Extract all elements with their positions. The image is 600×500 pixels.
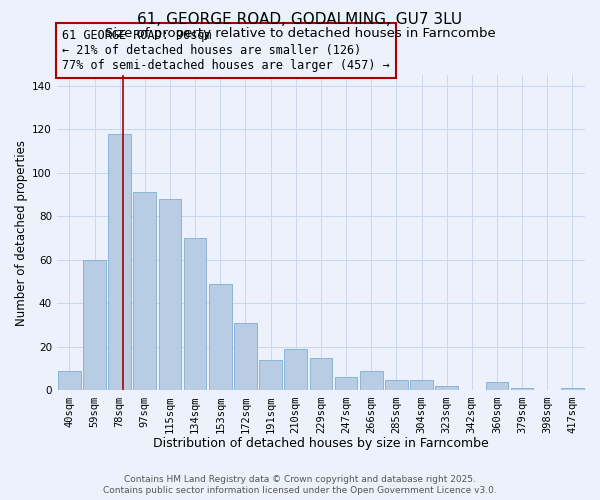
X-axis label: Distribution of detached houses by size in Farncombe: Distribution of detached houses by size …: [153, 437, 489, 450]
Bar: [561, 388, 584, 390]
Bar: [310, 358, 332, 390]
Text: 61, GEORGE ROAD, GODALMING, GU7 3LU: 61, GEORGE ROAD, GODALMING, GU7 3LU: [137, 12, 463, 28]
Bar: [133, 192, 156, 390]
Bar: [284, 349, 307, 391]
Bar: [209, 284, 232, 391]
Bar: [58, 371, 80, 390]
Bar: [109, 134, 131, 390]
Bar: [511, 388, 533, 390]
Text: Contains public sector information licensed under the Open Government Licence v3: Contains public sector information licen…: [103, 486, 497, 495]
Bar: [158, 199, 181, 390]
Bar: [234, 323, 257, 390]
Bar: [184, 238, 206, 390]
Bar: [485, 382, 508, 390]
Bar: [335, 378, 358, 390]
Bar: [410, 380, 433, 390]
Bar: [83, 260, 106, 390]
Bar: [259, 360, 282, 390]
Text: Size of property relative to detached houses in Farncombe: Size of property relative to detached ho…: [104, 28, 496, 40]
Bar: [385, 380, 407, 390]
Y-axis label: Number of detached properties: Number of detached properties: [15, 140, 28, 326]
Text: 61 GEORGE ROAD: 90sqm
← 21% of detached houses are smaller (126)
77% of semi-det: 61 GEORGE ROAD: 90sqm ← 21% of detached …: [62, 29, 390, 72]
Text: Contains HM Land Registry data © Crown copyright and database right 2025.: Contains HM Land Registry data © Crown c…: [124, 475, 476, 484]
Bar: [360, 371, 383, 390]
Bar: [436, 386, 458, 390]
